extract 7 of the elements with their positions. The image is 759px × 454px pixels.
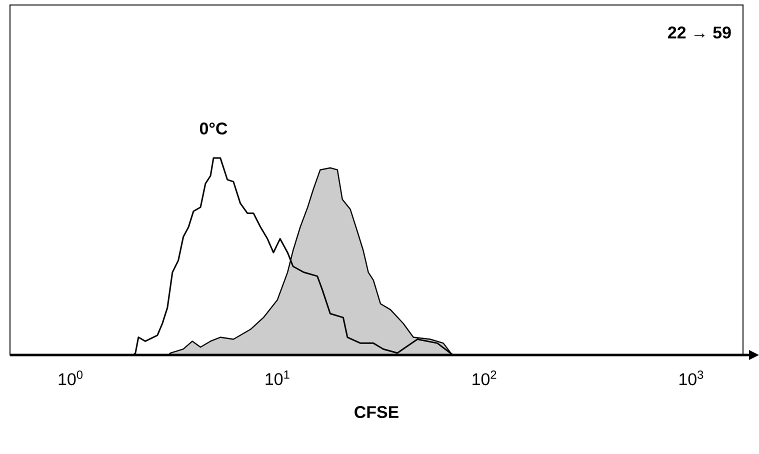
x-axis-title: CFSE	[354, 406, 398, 418]
series-label: 0°C	[200, 122, 228, 135]
x-tick-label: 10$^{2}$	[472, 370, 496, 386]
x-tick-label: 10$^{1}$	[266, 370, 290, 386]
text: 22 → 59	[668, 26, 731, 39]
x-tick-label: 10$^{0}$	[58, 370, 83, 386]
x-tick-label: 10$^{3}$	[680, 370, 704, 386]
